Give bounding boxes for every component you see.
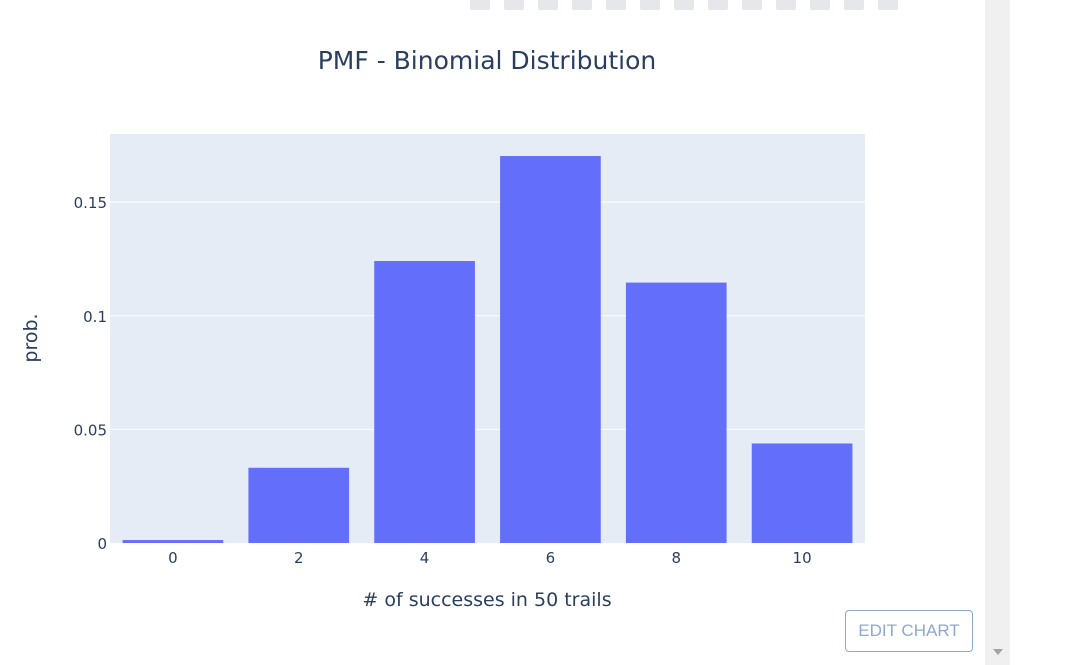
x-tick-label: 8 (671, 549, 681, 567)
bar[interactable] (500, 156, 601, 543)
y-tick-label: 0 (97, 535, 107, 553)
bar[interactable] (374, 261, 475, 543)
edit-chart-button[interactable]: EDIT CHART (845, 610, 973, 652)
reset-axes-icon[interactable] (742, 0, 762, 10)
x-tick-label: 10 (793, 549, 812, 567)
bar[interactable] (625, 282, 727, 543)
pan-icon[interactable] (538, 0, 558, 10)
vertical-scrollbar[interactable] (985, 0, 1010, 665)
hover-closest-icon[interactable] (810, 0, 830, 10)
y-axis-label: prob. (20, 313, 42, 362)
zoom-icon[interactable] (504, 0, 524, 10)
plotly-logo-icon[interactable] (878, 0, 898, 10)
lasso-select-icon[interactable] (606, 0, 626, 10)
hover-compare-icon[interactable] (844, 0, 864, 10)
y-tick-label: 0.05 (74, 421, 107, 439)
camera-icon[interactable] (470, 0, 490, 10)
bar[interactable] (248, 467, 350, 543)
x-tick-label: 0 (168, 549, 178, 567)
modebar-toolbar (470, 0, 980, 16)
x-tick-label: 4 (420, 549, 430, 567)
x-tick-label: 6 (546, 549, 556, 567)
x-tick-label: 2 (294, 549, 304, 567)
spike-lines-icon[interactable] (776, 0, 796, 10)
zoom-in-icon[interactable] (640, 0, 660, 10)
bar[interactable] (122, 540, 224, 543)
bar[interactable] (751, 443, 853, 543)
bar-chart: 0 0.05 0.1 0.15 0 2 4 6 8 10 PMF - Binomial Dist… (20, 46, 865, 611)
y-tick-label: 0.1 (83, 308, 107, 326)
zoom-out-icon[interactable] (674, 0, 694, 10)
scroll-down-arrow-icon[interactable] (993, 649, 1003, 655)
y-tick-label: 0.15 (74, 194, 107, 212)
x-axis-label: # of successes in 50 trails (362, 589, 611, 611)
chart-title: PMF - Binomial Distribution (318, 46, 657, 75)
autoscale-icon[interactable] (708, 0, 728, 10)
box-select-icon[interactable] (572, 0, 592, 10)
